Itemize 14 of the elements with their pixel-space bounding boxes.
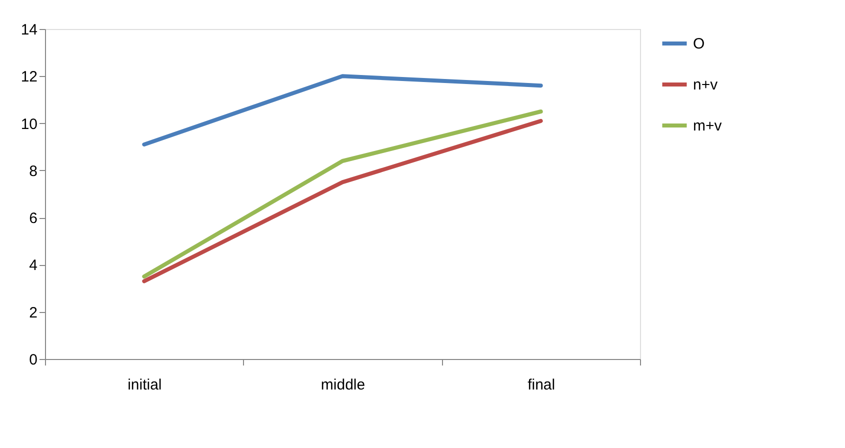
y-tick-label: 4 [29, 257, 38, 274]
y-tick-label: 6 [29, 210, 38, 228]
legend-label: n+v [693, 76, 718, 94]
x-tick-label: initial [128, 376, 162, 394]
x-tick-label: middle [320, 376, 366, 394]
legend-label: O [693, 36, 705, 52]
y-tick-label: 12 [20, 68, 38, 86]
y-tick-label: 0 [29, 352, 38, 368]
legend-label: m+v [693, 118, 722, 134]
y-tick-label: 10 [20, 116, 38, 133]
x-tick-label: final [528, 376, 556, 394]
y-tick-label: 8 [29, 162, 38, 180]
y-tick-label: 14 [20, 22, 38, 38]
y-tick-label: 2 [29, 304, 38, 322]
